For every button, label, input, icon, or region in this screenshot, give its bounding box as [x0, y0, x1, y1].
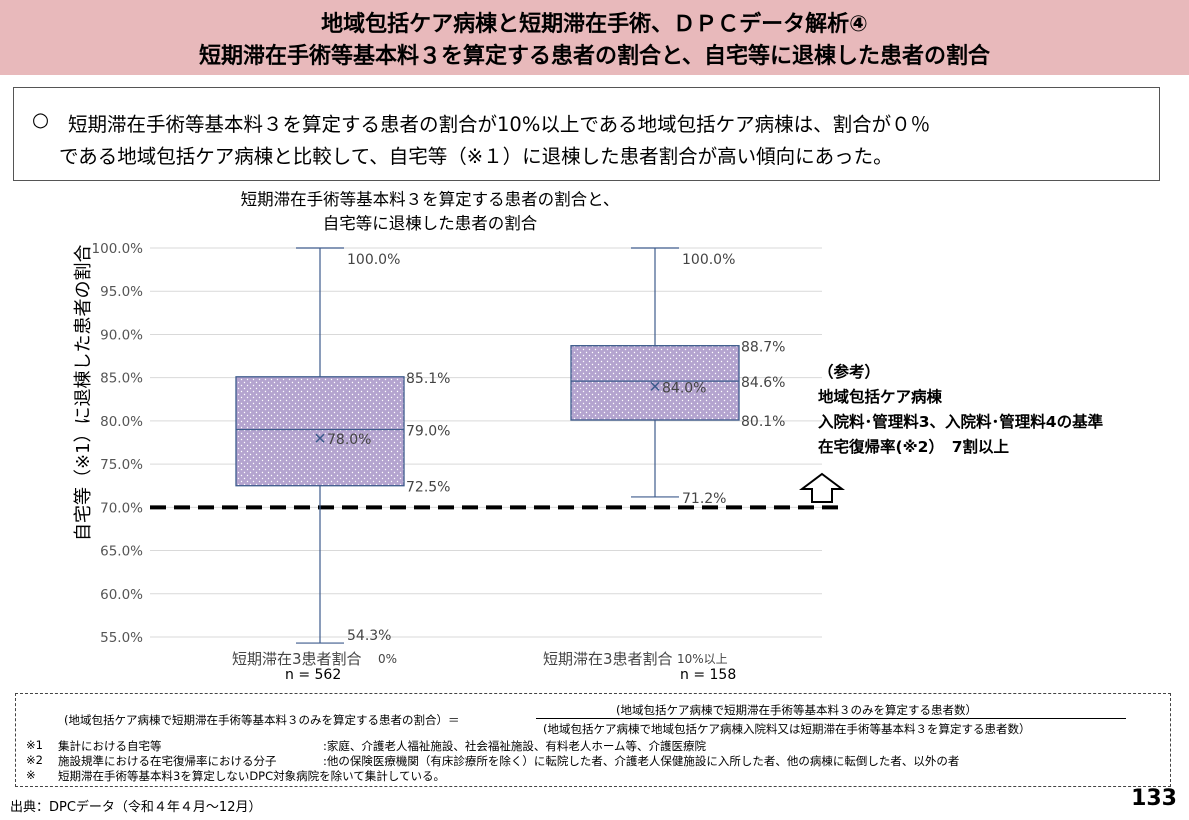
q3-label: 88.7% — [741, 340, 785, 356]
up-arrow-icon — [799, 472, 845, 503]
reference-line2: 入院料･管理料3、入院料･管理料4の基準 — [818, 413, 1104, 431]
source-citation: 出典：DPCデータ（令和４年４月～12月） — [10, 800, 262, 815]
summary-line1: 短期滞在手術等基本料３を算定する患者の割合が10%以上である地域包括ケア病棟は、… — [68, 113, 931, 136]
formula-left: (地域包括ケア病棟で短期滞在手術等基本料３のみを算定する患者の割合）＝ — [64, 713, 460, 727]
box-group: 84.0% 100.0% 88.7% 84.6% 80.1% 71.2% 短期滞在3患者割合… — [543, 247, 785, 683]
y-tick-label: 100.0% — [92, 241, 144, 257]
q1-label: 80.1% — [741, 414, 785, 430]
y-tick-label: 60.0% — [100, 587, 143, 603]
median-label: 79.0% — [406, 424, 450, 440]
note3-text: 短期滞在手術等基本料3を算定しないDPC対象病院を除いて集計している。 — [58, 769, 445, 783]
note1-mark: ※1 — [26, 738, 43, 752]
y-tick-label: 80.0% — [100, 414, 143, 430]
header-title-line1: 地域包括ケア病棟と短期滞在手術、ＤＰＣデータ解析④ — [321, 12, 868, 37]
q1-label: 72.5% — [406, 480, 450, 496]
median-label: 84.6% — [741, 375, 785, 391]
n-count: n = 562 — [285, 667, 341, 683]
formula-denominator: (地域包括ケア病棟で地域包括ケア病棟入院料又は短期滞在手術等基本料３を算定する患… — [543, 722, 1031, 736]
page-number: 133 — [1131, 786, 1177, 811]
summary-box: ○ 短期滞在手術等基本料３を算定する患者の割合が10%以上である地域包括ケア病棟… — [13, 87, 1160, 181]
mean-marker — [315, 433, 325, 443]
summary-line2: である地域包括ケア病棟と比較して、自宅等（※１）に退棟した患者割合が高い傾向にあ… — [59, 145, 893, 168]
footnote-box: (地域包括ケア病棟で短期滞在手術等基本料３のみを算定する患者の割合）＝ (地域包… — [15, 693, 1171, 787]
max-label: 100.0% — [682, 252, 735, 268]
note3-mark: ※ — [26, 768, 36, 782]
reference-title: （参考） — [818, 363, 881, 381]
category-label: 短期滞在3患者割合 — [543, 650, 673, 668]
min-label: 54.3% — [347, 628, 391, 644]
n-count: n = 158 — [680, 667, 736, 683]
max-label: 100.0% — [347, 252, 400, 268]
reference-line3: 在宅復帰率(※2） 7割以上 — [818, 438, 1009, 456]
formula-divider — [536, 718, 1126, 719]
min-label: 71.2% — [682, 491, 726, 507]
category-suffix: 0% — [378, 652, 397, 666]
note2-label: 施設規準における在宅復帰率における分子 — [58, 754, 277, 768]
note2-mark: ※2 — [26, 753, 43, 767]
slide-header: 地域包括ケア病棟と短期滞在手術、ＤＰＣデータ解析④ 短期滞在手術等基本料３を算定… — [0, 0, 1189, 75]
box-group: 78.0% 100.0% 85.1% 79.0% 72.5% 54.3% 短期滞在3患者割合… — [232, 247, 450, 683]
iqr-box — [235, 376, 405, 487]
y-tick-label: 95.0% — [100, 284, 143, 300]
category-label: 短期滞在3患者割合 — [232, 650, 362, 668]
y-tick-label: 85.0% — [100, 371, 143, 387]
mean-label: 84.0% — [662, 380, 706, 396]
y-tick-label: 65.0% — [100, 544, 143, 560]
reference-line1: 地域包括ケア病棟 — [818, 388, 943, 406]
mean-marker — [650, 381, 660, 391]
header-title-line2: 短期滞在手術等基本料３を算定する患者の割合と、自宅等に退棟した患者の割合 — [198, 44, 991, 69]
category-suffix: 10%以上 — [677, 652, 728, 666]
note1-value: :家庭、介護老人福祉施設、社会福祉施設、有料老人ホーム等、介護医療院 — [323, 739, 707, 753]
y-tick-label: 90.0% — [100, 327, 143, 343]
y-tick-label: 70.0% — [100, 500, 143, 516]
summary-bullet: ○ — [32, 108, 50, 131]
iqr-box — [570, 345, 740, 421]
y-tick-label: 75.0% — [100, 457, 143, 473]
note1-label: 集計における自宅等 — [58, 739, 162, 753]
chart-title-line2: 自宅等に退棟した患者の割合 — [322, 214, 538, 233]
y-tick-label: 55.0% — [100, 630, 143, 646]
formula-numerator: (地域包括ケア病棟で短期滞在手術等基本料３のみを算定する患者数） — [616, 703, 977, 717]
q3-label: 85.1% — [406, 371, 450, 387]
note2-value: :他の保険医療機関（有床診療所を除く）に転院した者、介護老人保健施設に入所した者… — [323, 754, 960, 768]
mean-label: 78.0% — [327, 432, 371, 448]
chart-title-line1: 短期滞在手術等基本料３を算定する患者の割合と、 — [240, 190, 620, 209]
